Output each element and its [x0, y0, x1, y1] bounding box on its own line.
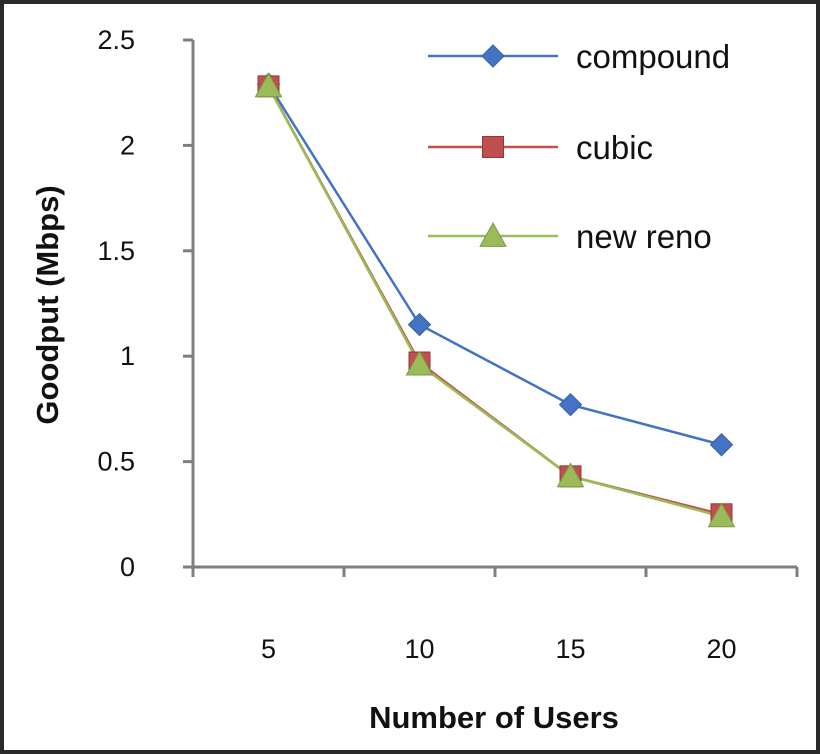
data-point [709, 433, 734, 457]
y-tick-label: 1 [120, 341, 135, 371]
x-tick-label: 10 [404, 634, 434, 664]
y-tick-label: 2.5 [97, 25, 135, 55]
legend-marker [481, 44, 505, 68]
legend-item-cubic: cubic [428, 129, 653, 166]
series-markers-compound [256, 72, 734, 457]
legend: compound cubic new reno [428, 38, 730, 255]
data-point [556, 462, 585, 488]
legend-marker [479, 221, 507, 247]
legend-item-compound: compound [428, 38, 730, 75]
x-tick-label: 20 [706, 634, 736, 664]
legend-label: cubic [576, 129, 653, 166]
data-point [405, 350, 434, 376]
series-line [267, 85, 722, 518]
y-tick-label: 1.5 [97, 236, 135, 266]
axes: 0 0.5 1 1.5 2 2.5 5 10 15 20 [97, 25, 799, 664]
y-tick-label: 2 [120, 130, 135, 160]
legend-label: compound [576, 38, 730, 75]
y-axis-title: Goodput (Mbps) [30, 185, 65, 424]
x-tick-label: 15 [555, 634, 585, 664]
series-new-reno [267, 85, 722, 518]
series-markers-new-reno [254, 72, 736, 528]
legend-marker [482, 136, 504, 158]
x-tick-label: 5 [261, 634, 276, 664]
y-tick-label: 0.5 [97, 447, 135, 477]
data-point [707, 502, 736, 528]
data-point [407, 312, 432, 337]
series-compound [267, 83, 722, 446]
legend-label: new reno [576, 218, 712, 255]
data-point [254, 72, 283, 98]
data-point [558, 392, 583, 417]
x-axis-title: Number of Users [369, 700, 619, 735]
plot-area [254, 72, 736, 528]
series-line [267, 83, 722, 446]
y-tick-label: 0 [120, 552, 135, 582]
legend-item-new-reno: new reno [428, 218, 712, 255]
